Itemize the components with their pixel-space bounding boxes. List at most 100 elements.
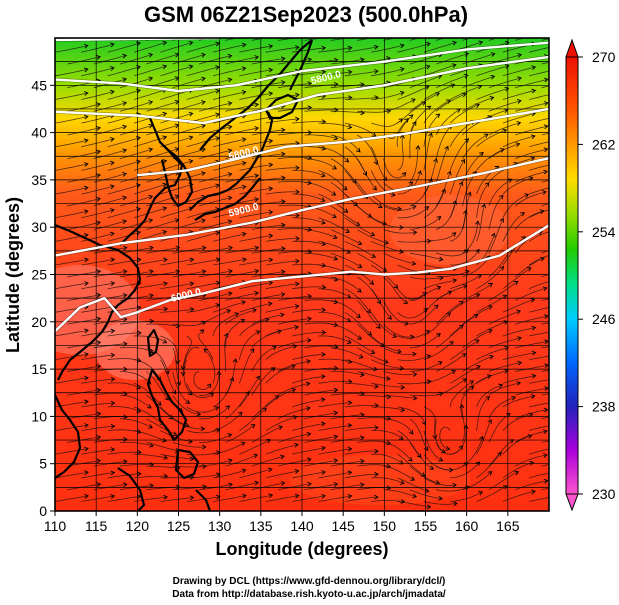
streamline: [330, 276, 362, 293]
streamline-arrow: [241, 66, 247, 72]
streamline: [397, 134, 404, 171]
streamline-arrow: [346, 339, 352, 344]
streamline: [371, 359, 404, 369]
streamline: [55, 68, 88, 77]
streamline-arrow: [215, 112, 220, 118]
streamline-arrow: [453, 501, 458, 507]
streamline: [213, 91, 246, 100]
streamline: [371, 500, 405, 503]
streamline: [81, 378, 115, 384]
streamline: [119, 270, 154, 278]
streamline-arrow: [294, 324, 299, 330]
streamline: [435, 324, 464, 349]
streamline: [409, 53, 443, 65]
streamline-arrow: [306, 359, 311, 365]
streamline-arrow: [96, 269, 102, 275]
colorbar-tick-label: 254: [592, 224, 616, 240]
streamline-arrow: [214, 406, 220, 411]
streamline-arrow: [367, 213, 373, 218]
streamline: [133, 496, 168, 502]
streamline: [330, 484, 364, 491]
streamline-arrow: [254, 245, 260, 251]
streamline-arrow: [122, 101, 128, 106]
streamline: [304, 83, 338, 89]
streamline-arrow: [175, 245, 181, 251]
streamline: [449, 293, 480, 313]
streamline: [449, 138, 469, 171]
streamline-arrow: [450, 83, 456, 88]
height-contour: [137, 107, 549, 177]
streamline: [318, 217, 350, 233]
streamline-arrow: [386, 463, 392, 469]
streamline-arrow: [370, 349, 376, 354]
streamline: [423, 64, 456, 77]
streamline: [330, 205, 360, 226]
streamline: [251, 330, 282, 349]
streamline: [213, 67, 246, 77]
streamline: [330, 229, 362, 245]
streamline-arrow: [306, 406, 311, 411]
streamline: [172, 347, 181, 386]
streamline-arrow: [383, 359, 389, 364]
streamline-arrow: [321, 493, 326, 499]
streamline-arrow: [441, 448, 446, 454]
streamline: [199, 433, 232, 443]
streamline: [133, 207, 167, 219]
streamline-arrow: [382, 267, 388, 272]
streamline-arrow: [517, 336, 522, 341]
streamline-arrow: [200, 426, 206, 432]
streamline-arrow: [188, 111, 194, 117]
streamline-arrow: [241, 468, 247, 474]
streamline-arrow: [515, 142, 521, 147]
streamline: [397, 453, 426, 477]
streamline-arrow: [123, 436, 128, 442]
streamline: [107, 382, 141, 389]
streamline-arrow: [374, 471, 379, 477]
streamline-arrow: [162, 229, 168, 235]
streamline: [383, 38, 397, 41]
streamline: [186, 304, 220, 313]
streamline: [304, 181, 336, 196]
streamline-arrow: [84, 352, 89, 357]
streamline-arrow: [227, 53, 233, 59]
streamline: [225, 151, 259, 159]
streamline: [67, 413, 101, 420]
streamline: [541, 61, 549, 65]
x-tick-label: 140: [290, 518, 314, 534]
streamline-arrow: [504, 40, 510, 46]
streamline-arrow: [295, 213, 300, 218]
streamline-arrow: [185, 399, 191, 404]
streamline: [278, 228, 312, 231]
y-tick-label: 20: [31, 314, 47, 330]
streamline: [133, 282, 168, 290]
streamline: [146, 394, 173, 419]
streamline: [371, 406, 405, 411]
streamline: [344, 404, 379, 408]
japan-coast: [189, 111, 274, 211]
streamline: [146, 323, 180, 327]
streamline: [541, 132, 549, 136]
streamline: [160, 308, 194, 313]
streamline-arrow: [189, 257, 195, 263]
streamline-arrow: [242, 257, 247, 263]
streamline-arrow: [399, 249, 404, 255]
streamline-arrow: [386, 33, 390, 37]
streamline: [119, 101, 153, 112]
streamline-arrow: [109, 137, 115, 142]
streamline: [529, 402, 549, 408]
streamline: [383, 158, 406, 179]
streamline: [81, 282, 115, 290]
streamline-arrow: [506, 413, 511, 418]
streamline-arrow: [475, 220, 480, 226]
streamline-arrow: [531, 88, 537, 94]
streamline: [81, 67, 115, 77]
y-axis-ticks: 0 5 10 15 20 25 30 35 40 45: [31, 77, 55, 519]
streamline: [213, 209, 246, 219]
streamline: [172, 442, 206, 448]
streamline-arrow: [558, 399, 562, 403]
streamline: [93, 484, 127, 491]
streamline: [330, 460, 364, 467]
streamline: [292, 240, 326, 245]
streamline: [488, 413, 511, 443]
streamline: [107, 451, 142, 455]
